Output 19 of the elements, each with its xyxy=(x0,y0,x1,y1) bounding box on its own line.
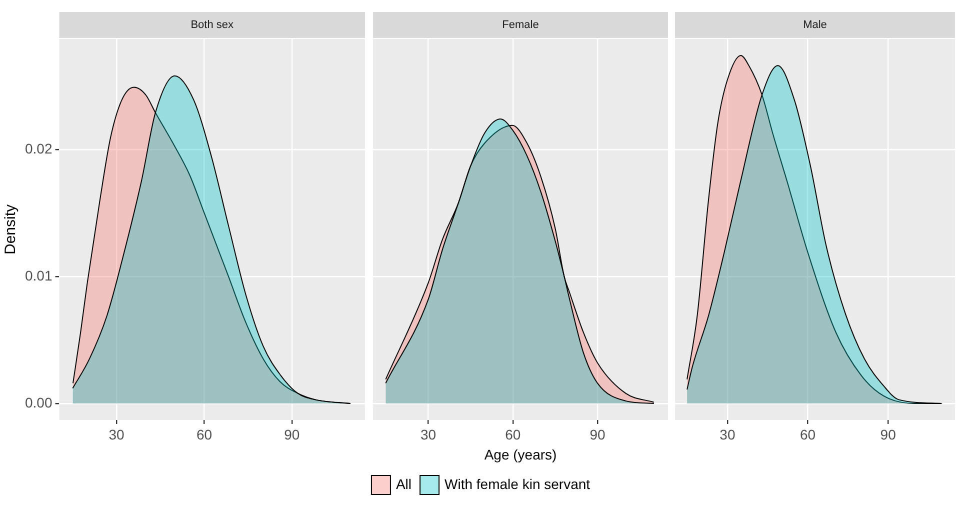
y-tick-label: 0.01 xyxy=(25,267,52,284)
x-tick-label: 90 xyxy=(590,426,606,442)
x-axis-title: Age (years) xyxy=(484,446,557,462)
x-tick-label: 30 xyxy=(108,426,125,442)
x-tick-label: 30 xyxy=(420,426,436,442)
y-axis-title: Density xyxy=(2,204,20,255)
x-tick-label: 30 xyxy=(720,426,736,442)
x-tick-label: 90 xyxy=(284,426,300,442)
y-tick-label: 0.02 xyxy=(25,140,52,156)
x-tick-label: 60 xyxy=(505,426,521,442)
y-tick-label: 0.00 xyxy=(25,394,52,410)
legend-label: All xyxy=(396,476,412,492)
x-tick-label: 60 xyxy=(196,426,212,442)
x-tick-label: 90 xyxy=(880,426,896,442)
chart-title: Male xyxy=(803,19,827,32)
chart-title: Both sex xyxy=(190,19,234,32)
x-tick-label: 60 xyxy=(800,426,816,442)
chart-title: Female xyxy=(502,19,539,32)
legend-label: With female kin servant xyxy=(444,476,590,492)
